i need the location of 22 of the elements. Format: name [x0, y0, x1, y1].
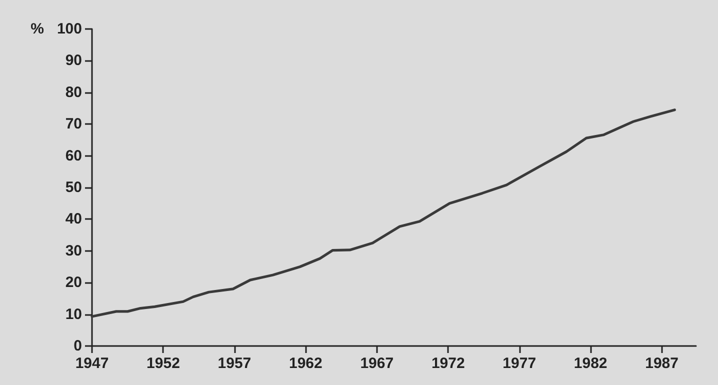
y-axis-title: %	[30, 20, 44, 38]
y-tick-label: 40	[65, 210, 82, 228]
x-tick-label: 1982	[574, 355, 608, 372]
x-tick-label: 1977	[502, 355, 536, 372]
y-tick-label: 80	[65, 84, 82, 101]
y-tick-label: 100	[56, 20, 82, 38]
y-tick-label: 20	[65, 274, 82, 292]
x-tick-label: 1962	[288, 355, 322, 372]
y-tick-label: 0	[74, 338, 82, 354]
y-tick-label: 70	[65, 116, 82, 133]
y-tick-label: 50	[65, 179, 82, 196]
x-tick-label: 1957	[218, 355, 252, 372]
x-tick-label: 1967	[360, 355, 394, 372]
line-series	[90, 108, 676, 318]
y-tick-label: 60	[65, 147, 82, 164]
x-tick-label: 1947	[75, 355, 109, 372]
y-tick-label: 90	[65, 52, 82, 70]
y-tick-label: 10	[65, 306, 82, 323]
y-tick-label: 30	[65, 242, 82, 260]
x-tick-label: 1987	[645, 355, 678, 372]
x-tick-label: 1952	[146, 355, 180, 372]
x-tick-label: 1972	[431, 355, 465, 372]
